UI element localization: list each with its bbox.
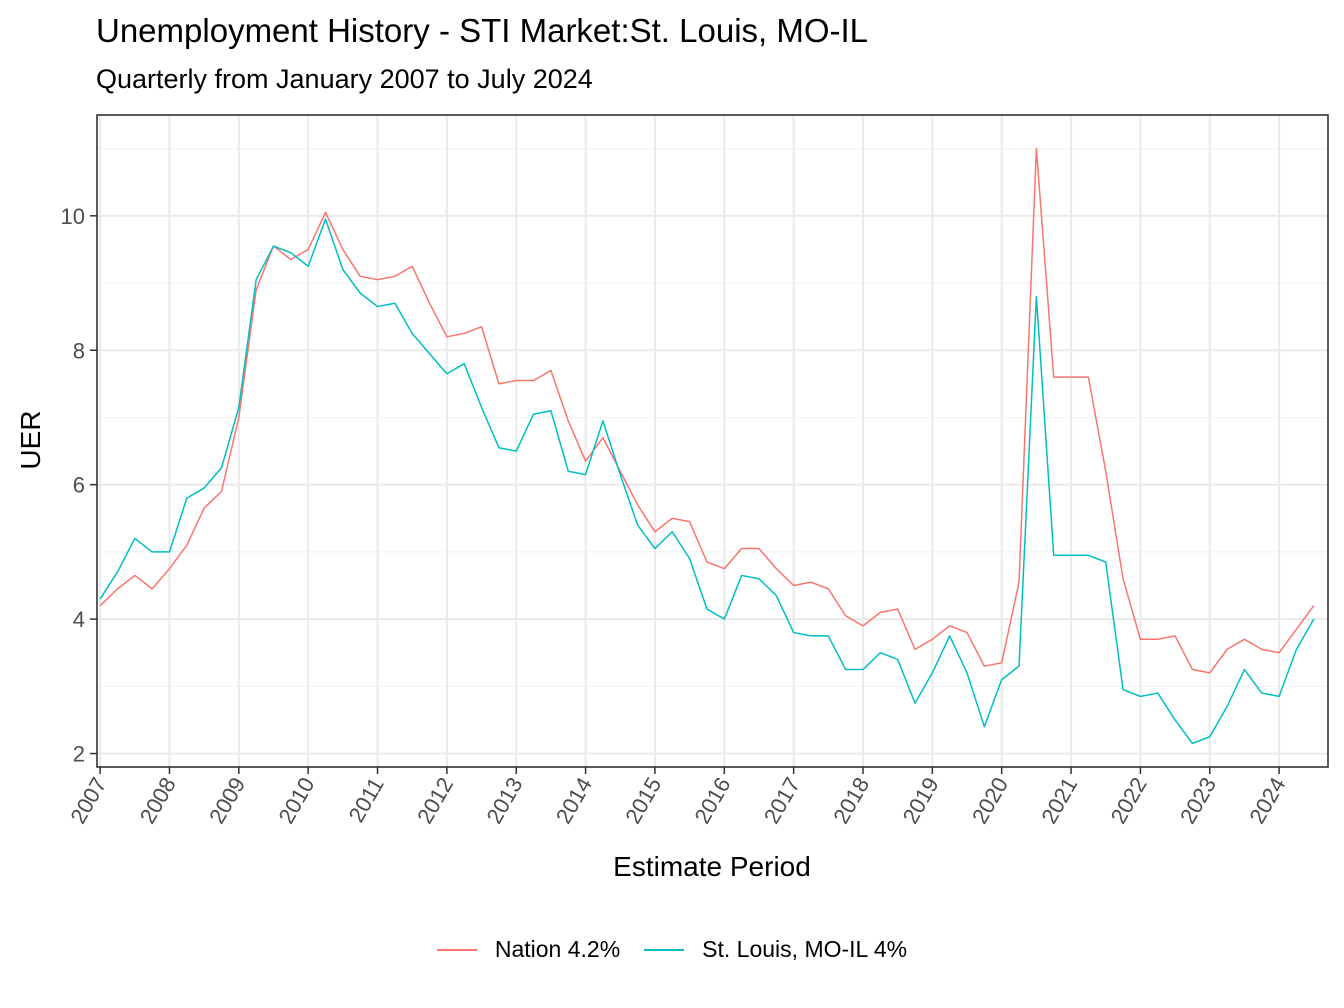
- minor-gridlines: [97, 148, 1328, 687]
- chart-title: Unemployment History - STI Market:St. Lo…: [96, 12, 869, 49]
- legend-label-nation: Nation 4.2%: [494, 936, 621, 962]
- y-tick-label: 6: [73, 473, 85, 498]
- y-tick-label: 2: [73, 742, 85, 767]
- x-axis-label: Estimate Period: [613, 851, 811, 882]
- legend-key-st-louis: [644, 948, 685, 951]
- series-lines: [99, 147, 1315, 745]
- legend: Nation 4.2% St. Louis, MO-IL 4%: [0, 936, 1344, 963]
- x-tick-label: 2007: [65, 773, 111, 828]
- x-tick-label: 2013: [481, 773, 527, 828]
- x-tick-label: 2022: [1106, 773, 1152, 828]
- x-tick-label: 2020: [967, 773, 1013, 828]
- x-tick-label: 2015: [620, 773, 666, 828]
- chart-subtitle: Quarterly from January 2007 to July 2024: [96, 64, 593, 94]
- x-tick-label: 2017: [759, 773, 805, 828]
- legend-key-nation: [436, 948, 477, 951]
- x-tick-label: 2011: [344, 773, 389, 826]
- plot-panel-border: [96, 114, 1329, 768]
- y-tick-label: 4: [73, 607, 85, 632]
- legend-label-st-louis: St. Louis, MO-IL 4%: [702, 936, 908, 962]
- y-tick-label: 10: [61, 204, 85, 229]
- x-tick-label: 2008: [135, 773, 181, 828]
- x-axis: 2007 2008 2009 2010 2011 2012 2013 2014 2015 2016…: [65, 767, 1290, 828]
- legend-item-st-louis: St. Louis, MO-IL 4%: [644, 936, 907, 963]
- y-axis: 2 4 6 8 10: [61, 204, 97, 767]
- x-tick-label: 2014: [551, 773, 597, 828]
- x-tick-label: 2024: [1244, 773, 1290, 828]
- x-tick-label: 2021: [1036, 773, 1082, 828]
- series-line-0: [99, 147, 1315, 674]
- x-tick-label: 2012: [412, 773, 458, 828]
- major-gridlines: [97, 115, 1328, 767]
- x-tick-label: 2018: [828, 773, 874, 828]
- y-tick-label: 8: [73, 338, 85, 363]
- y-axis-label: UER: [15, 410, 46, 469]
- x-tick-label: 2016: [689, 773, 735, 828]
- x-tick-label: 2009: [204, 773, 250, 828]
- x-tick-label: 2019: [898, 773, 944, 828]
- legend-item-nation: Nation 4.2%: [436, 936, 621, 963]
- series-line-1: [99, 218, 1315, 745]
- x-tick-label: 2010: [273, 773, 319, 828]
- x-tick-label: 2023: [1175, 773, 1221, 828]
